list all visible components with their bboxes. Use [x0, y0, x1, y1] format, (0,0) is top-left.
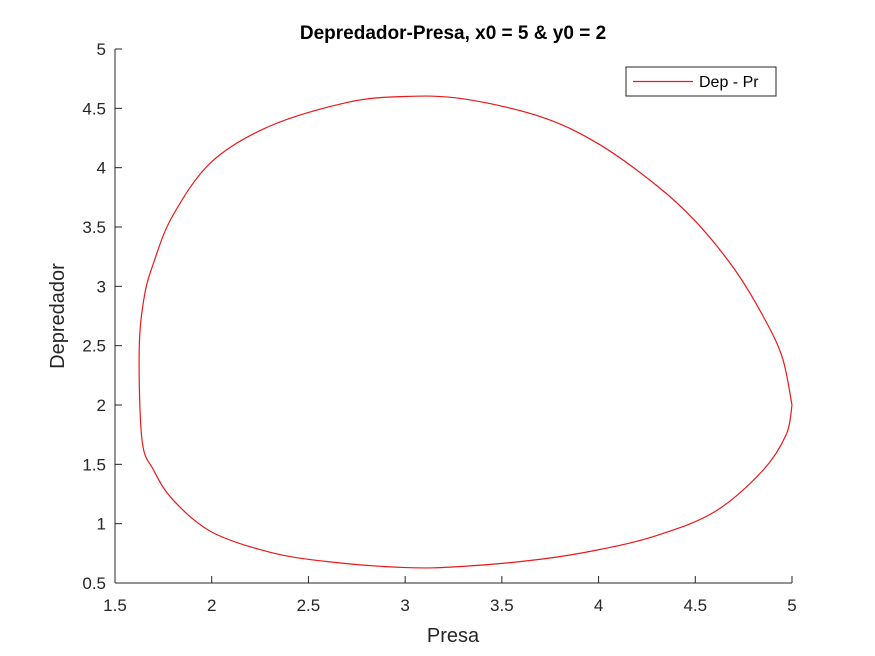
y-tick-label: 5: [97, 40, 106, 59]
x-tick-label: 4: [594, 596, 603, 615]
plot-series: [138, 95, 793, 569]
x-tick-label: 2.5: [297, 596, 321, 615]
legend: Dep - Pr: [625, 66, 777, 97]
x-tick-label: 1.5: [103, 596, 127, 615]
y-tick-label: 3.5: [82, 218, 106, 237]
y-axis-label: Depredador: [47, 263, 69, 369]
x-tick-label: 4.5: [683, 596, 707, 615]
y-tick-label: 3: [97, 277, 106, 296]
y-axis-ticks: 0.5 1 1.5 2 2.5 3 3.5 4 4.5 5: [82, 40, 122, 593]
x-tick-label: 2: [207, 596, 216, 615]
y-tick-label: 0.5: [82, 574, 106, 593]
series-line-1: [138, 95, 793, 569]
x-tick-label: 5: [787, 596, 796, 615]
legend-entry-label: Dep - Pr: [699, 74, 759, 91]
chart-title: Depredador-Presa, x0 = 5 & y0 = 2: [300, 23, 606, 44]
y-tick-label: 4: [97, 159, 106, 178]
y-tick-label: 4.5: [82, 99, 106, 118]
axes: [114, 49, 792, 584]
x-tick-label: 3.5: [490, 596, 514, 615]
x-axis-label: Presa: [427, 625, 480, 647]
y-tick-label: 1.5: [82, 455, 106, 474]
y-tick-label: 1: [97, 515, 106, 534]
y-tick-label: 2.5: [82, 337, 106, 356]
x-axis-ticks: 1.5 2 2.5 3 3.5 4 4.5 5: [103, 576, 797, 615]
x-tick-label: 3: [400, 596, 409, 615]
y-tick-label: 2: [97, 396, 106, 415]
